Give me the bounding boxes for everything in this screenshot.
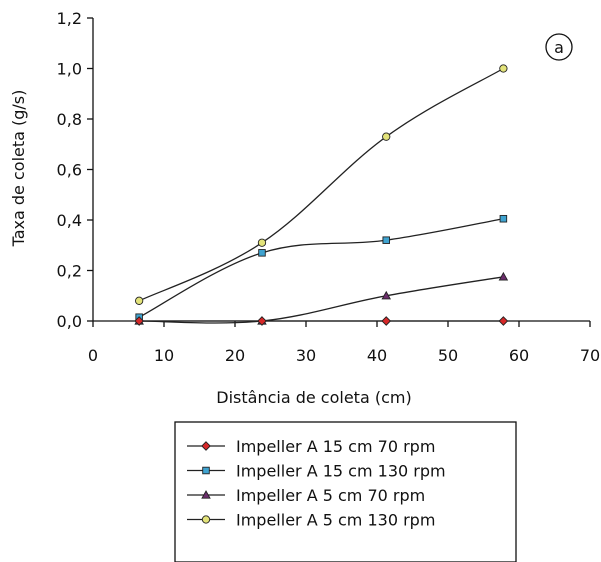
axes [92, 18, 590, 322]
legend-items: Impeller A 15 cm 70 rpm Impeller A 15 cm … [187, 437, 446, 530]
data-point-series-2 [382, 236, 390, 244]
legend-box [174, 421, 517, 562]
legend: Impeller A 15 cm 70 rpm Impeller A 15 cm … [174, 421, 517, 562]
series-lines [138, 67, 504, 324]
y-tick-label: 0,6 [57, 161, 82, 180]
series-line-2 [138, 218, 504, 318]
y-tick-label: 0,2 [57, 262, 82, 281]
data-point-series-2 [499, 214, 508, 223]
legend-marker [201, 441, 211, 451]
legend-item: Impeller A 5 cm 70 rpm [187, 486, 425, 505]
y-tick-label: 0,0 [57, 312, 82, 331]
series-line-3 [139, 276, 504, 324]
legend-marker [201, 490, 211, 499]
legend-label: Impeller A 5 cm 70 rpm [236, 486, 425, 505]
y-axis-title: Taxa de coleta (g/s) [9, 90, 28, 248]
x-tick-label: 40 [367, 346, 387, 365]
x-tick-label: 30 [296, 346, 316, 365]
ticks: 0,0 0,2 0,4 0,6 0,8 1,0 1,2 0 10 20 30 40 50 60 70 [57, 9, 601, 365]
data-point-series-1 [257, 316, 267, 326]
legend-item: Impeller A 5 cm 130 rpm [187, 511, 435, 530]
data-point-series-4 [134, 296, 144, 305]
x-tick-label: 70 [580, 346, 600, 365]
series-line-4 [138, 67, 504, 302]
x-tick-label: 60 [509, 346, 529, 365]
legend-marker [202, 466, 210, 475]
x-tick-label: 10 [154, 346, 174, 365]
x-tick-label: 0 [88, 346, 98, 365]
legend-label: Impeller A 15 cm 130 rpm [236, 462, 446, 481]
y-tick-label: 1,2 [57, 9, 82, 28]
panel-label-badge: a [545, 33, 573, 61]
x-tick-label: 50 [438, 346, 458, 365]
legend-item: Impeller A 15 cm 70 rpm [187, 437, 435, 456]
x-tick-label: 20 [225, 346, 245, 365]
data-point-series-4 [382, 132, 391, 141]
data-point-series-3 [381, 290, 391, 300]
y-tick-label: 1,0 [57, 60, 82, 79]
data-point-series-1 [381, 316, 392, 326]
data-point-series-4 [257, 238, 267, 247]
series-markers [134, 64, 509, 326]
panel-label-circle [545, 33, 573, 61]
legend-item: Impeller A 15 cm 130 rpm [187, 462, 446, 481]
legend-label: Impeller A 5 cm 130 rpm [236, 511, 435, 530]
data-point-series-3 [498, 271, 509, 281]
panel-label: a [554, 38, 564, 57]
data-point-series-4 [499, 64, 508, 73]
x-axis-title: Distância de coleta (cm) [216, 388, 411, 407]
legend-marker [201, 515, 211, 524]
data-point-series-2 [258, 249, 266, 257]
data-point-series-1 [498, 316, 509, 326]
data-point-series-1 [134, 316, 144, 326]
legend-label: Impeller A 15 cm 70 rpm [236, 437, 435, 456]
y-tick-label: 0,4 [57, 211, 82, 230]
y-tick-label: 0,8 [57, 110, 82, 129]
